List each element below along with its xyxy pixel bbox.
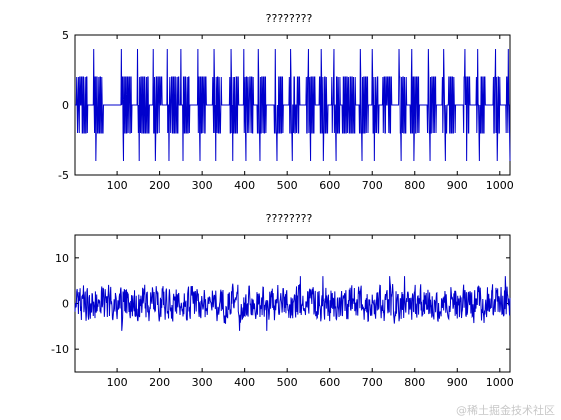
x-tick-label: 200 bbox=[149, 179, 170, 192]
x-tick-label: 600 bbox=[319, 376, 340, 389]
x-tick-label: 700 bbox=[362, 376, 383, 389]
x-tick-label: 500 bbox=[277, 376, 298, 389]
x-ticks-bottom: 100 200 300 400 500 600 700 800 900 1000 bbox=[107, 235, 514, 389]
y-tick-label: 10 bbox=[55, 252, 69, 265]
y-tick-label: 0 bbox=[62, 99, 69, 112]
x-tick-label: 1000 bbox=[486, 179, 514, 192]
y-tick-label: 5 bbox=[62, 29, 69, 42]
x-tick-label: 100 bbox=[107, 376, 128, 389]
y-tick-label: -5 bbox=[58, 169, 69, 182]
subplot-bottom: ???????? -10 0 10 100 200 300 400 500 600 700 800… bbox=[51, 212, 514, 389]
subplot-top-title: ???????? bbox=[266, 12, 313, 25]
x-tick-label: 1000 bbox=[486, 376, 514, 389]
x-tick-label: 900 bbox=[447, 376, 468, 389]
series-line-top bbox=[75, 48, 511, 162]
x-tick-label: 200 bbox=[149, 376, 170, 389]
x-tick-label: 100 bbox=[107, 179, 128, 192]
x-tick-label: 500 bbox=[277, 179, 298, 192]
x-tick-label: 400 bbox=[234, 179, 255, 192]
subplot-top: ???????? -5 0 5 100 200 300 400 500 600 700 800 90… bbox=[58, 12, 514, 192]
watermark: @稀土掘金技术社区 bbox=[456, 404, 555, 417]
x-tick-label: 400 bbox=[234, 376, 255, 389]
y-tick-label: 0 bbox=[62, 298, 69, 311]
x-tick-label: 900 bbox=[447, 179, 468, 192]
x-tick-label: 600 bbox=[319, 179, 340, 192]
y-tick-label: -10 bbox=[51, 343, 69, 356]
x-tick-label: 300 bbox=[192, 179, 213, 192]
series-line-bottom bbox=[74, 276, 511, 331]
x-tick-label: 800 bbox=[404, 179, 425, 192]
x-tick-label: 800 bbox=[404, 376, 425, 389]
x-tick-label: 700 bbox=[362, 179, 383, 192]
subplot-bottom-title: ???????? bbox=[266, 212, 313, 225]
y-ticks-bottom: -10 0 10 bbox=[51, 252, 510, 356]
x-ticks-top: 100 200 300 400 500 600 700 800 900 1000 bbox=[107, 35, 514, 192]
x-tick-label: 300 bbox=[192, 376, 213, 389]
